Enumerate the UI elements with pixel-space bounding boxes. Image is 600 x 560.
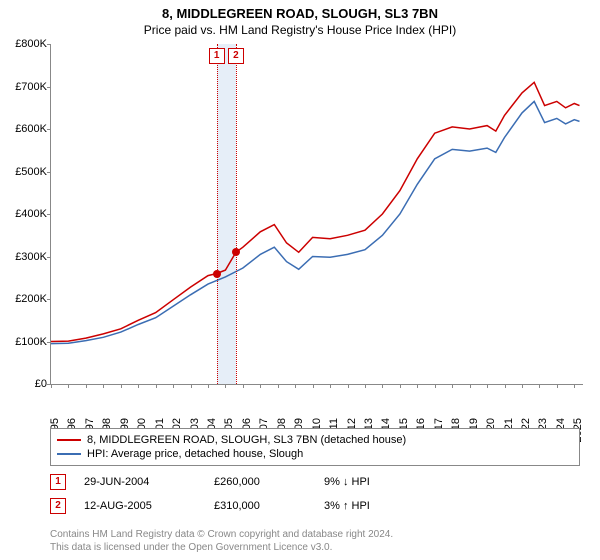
xtick-mark bbox=[348, 384, 349, 388]
ytick-label: £800K bbox=[15, 38, 51, 50]
sale-row: 2 12-AUG-2005 £310,000 3% ↑ HPI bbox=[50, 498, 580, 514]
sale-marker-dot bbox=[213, 270, 221, 278]
xtick-mark bbox=[487, 384, 488, 388]
ytick-label: £700K bbox=[15, 81, 51, 93]
xtick-mark bbox=[68, 384, 69, 388]
xtick-mark bbox=[156, 384, 157, 388]
sale-marker-box: 2 bbox=[228, 48, 244, 64]
series-hpi bbox=[51, 101, 580, 343]
xtick-mark bbox=[121, 384, 122, 388]
sale-row: 1 29-JUN-2004 £260,000 9% ↓ HPI bbox=[50, 474, 580, 490]
xtick-mark bbox=[243, 384, 244, 388]
xtick-mark bbox=[574, 384, 575, 388]
xtick-mark bbox=[86, 384, 87, 388]
xtick-mark bbox=[382, 384, 383, 388]
plot-area: £0£100K£200K£300K£400K£500K£600K£700K£80… bbox=[50, 44, 583, 385]
sale-vline bbox=[236, 44, 237, 384]
sale-date: 12-AUG-2005 bbox=[84, 500, 214, 512]
xtick-mark bbox=[138, 384, 139, 388]
sale-date: 29-JUN-2004 bbox=[84, 476, 214, 488]
xtick-mark bbox=[191, 384, 192, 388]
footer-line: Contains HM Land Registry data © Crown c… bbox=[50, 528, 580, 541]
xtick-mark bbox=[505, 384, 506, 388]
xtick-mark bbox=[225, 384, 226, 388]
xtick-mark bbox=[103, 384, 104, 388]
xtick-mark bbox=[51, 384, 52, 388]
line-series-svg bbox=[51, 44, 583, 384]
xtick-mark bbox=[365, 384, 366, 388]
legend-box: 8, MIDDLEGREEN ROAD, SLOUGH, SL3 7BN (de… bbox=[50, 428, 580, 466]
ytick-label: £200K bbox=[15, 293, 51, 305]
legend-label: 8, MIDDLEGREEN ROAD, SLOUGH, SL3 7BN (de… bbox=[87, 434, 406, 446]
series-property bbox=[51, 82, 580, 341]
xtick-mark bbox=[417, 384, 418, 388]
sale-marker-box: 2 bbox=[50, 498, 66, 514]
footer-attribution: Contains HM Land Registry data © Crown c… bbox=[50, 528, 580, 554]
sale-vline bbox=[217, 44, 218, 384]
ytick-label: £400K bbox=[15, 208, 51, 220]
xtick-mark bbox=[313, 384, 314, 388]
ytick-label: £0 bbox=[35, 378, 51, 390]
sale-marker-dot bbox=[232, 248, 240, 256]
sale-delta: 9% ↓ HPI bbox=[324, 476, 580, 488]
legend-item: 8, MIDDLEGREEN ROAD, SLOUGH, SL3 7BN (de… bbox=[57, 433, 573, 447]
xtick-mark bbox=[470, 384, 471, 388]
xtick-mark bbox=[452, 384, 453, 388]
sale-price: £260,000 bbox=[214, 476, 324, 488]
chart-title: 8, MIDDLEGREEN ROAD, SLOUGH, SL3 7BN bbox=[0, 0, 600, 21]
legend-item: HPI: Average price, detached house, Slou… bbox=[57, 447, 573, 461]
legend-swatch bbox=[57, 439, 81, 441]
ytick-label: £300K bbox=[15, 251, 51, 263]
legend-swatch bbox=[57, 453, 81, 455]
xtick-mark bbox=[557, 384, 558, 388]
chart-subtitle: Price paid vs. HM Land Registry's House … bbox=[0, 21, 600, 41]
ytick-label: £100K bbox=[15, 336, 51, 348]
footer-line: This data is licensed under the Open Gov… bbox=[50, 541, 580, 554]
sale-marker-box: 1 bbox=[209, 48, 225, 64]
xtick-mark bbox=[208, 384, 209, 388]
sale-price: £310,000 bbox=[214, 500, 324, 512]
xtick-mark bbox=[330, 384, 331, 388]
xtick-mark bbox=[260, 384, 261, 388]
xtick-mark bbox=[539, 384, 540, 388]
xtick-mark bbox=[278, 384, 279, 388]
ytick-label: £600K bbox=[15, 123, 51, 135]
xtick-mark bbox=[522, 384, 523, 388]
xtick-mark bbox=[400, 384, 401, 388]
sale-delta: 3% ↑ HPI bbox=[324, 500, 580, 512]
xtick-mark bbox=[295, 384, 296, 388]
xtick-mark bbox=[435, 384, 436, 388]
sale-marker-box: 1 bbox=[50, 474, 66, 490]
legend-label: HPI: Average price, detached house, Slou… bbox=[87, 448, 303, 460]
ytick-label: £500K bbox=[15, 166, 51, 178]
xtick-mark bbox=[173, 384, 174, 388]
chart-container: 8, MIDDLEGREEN ROAD, SLOUGH, SL3 7BN Pri… bbox=[0, 0, 600, 560]
